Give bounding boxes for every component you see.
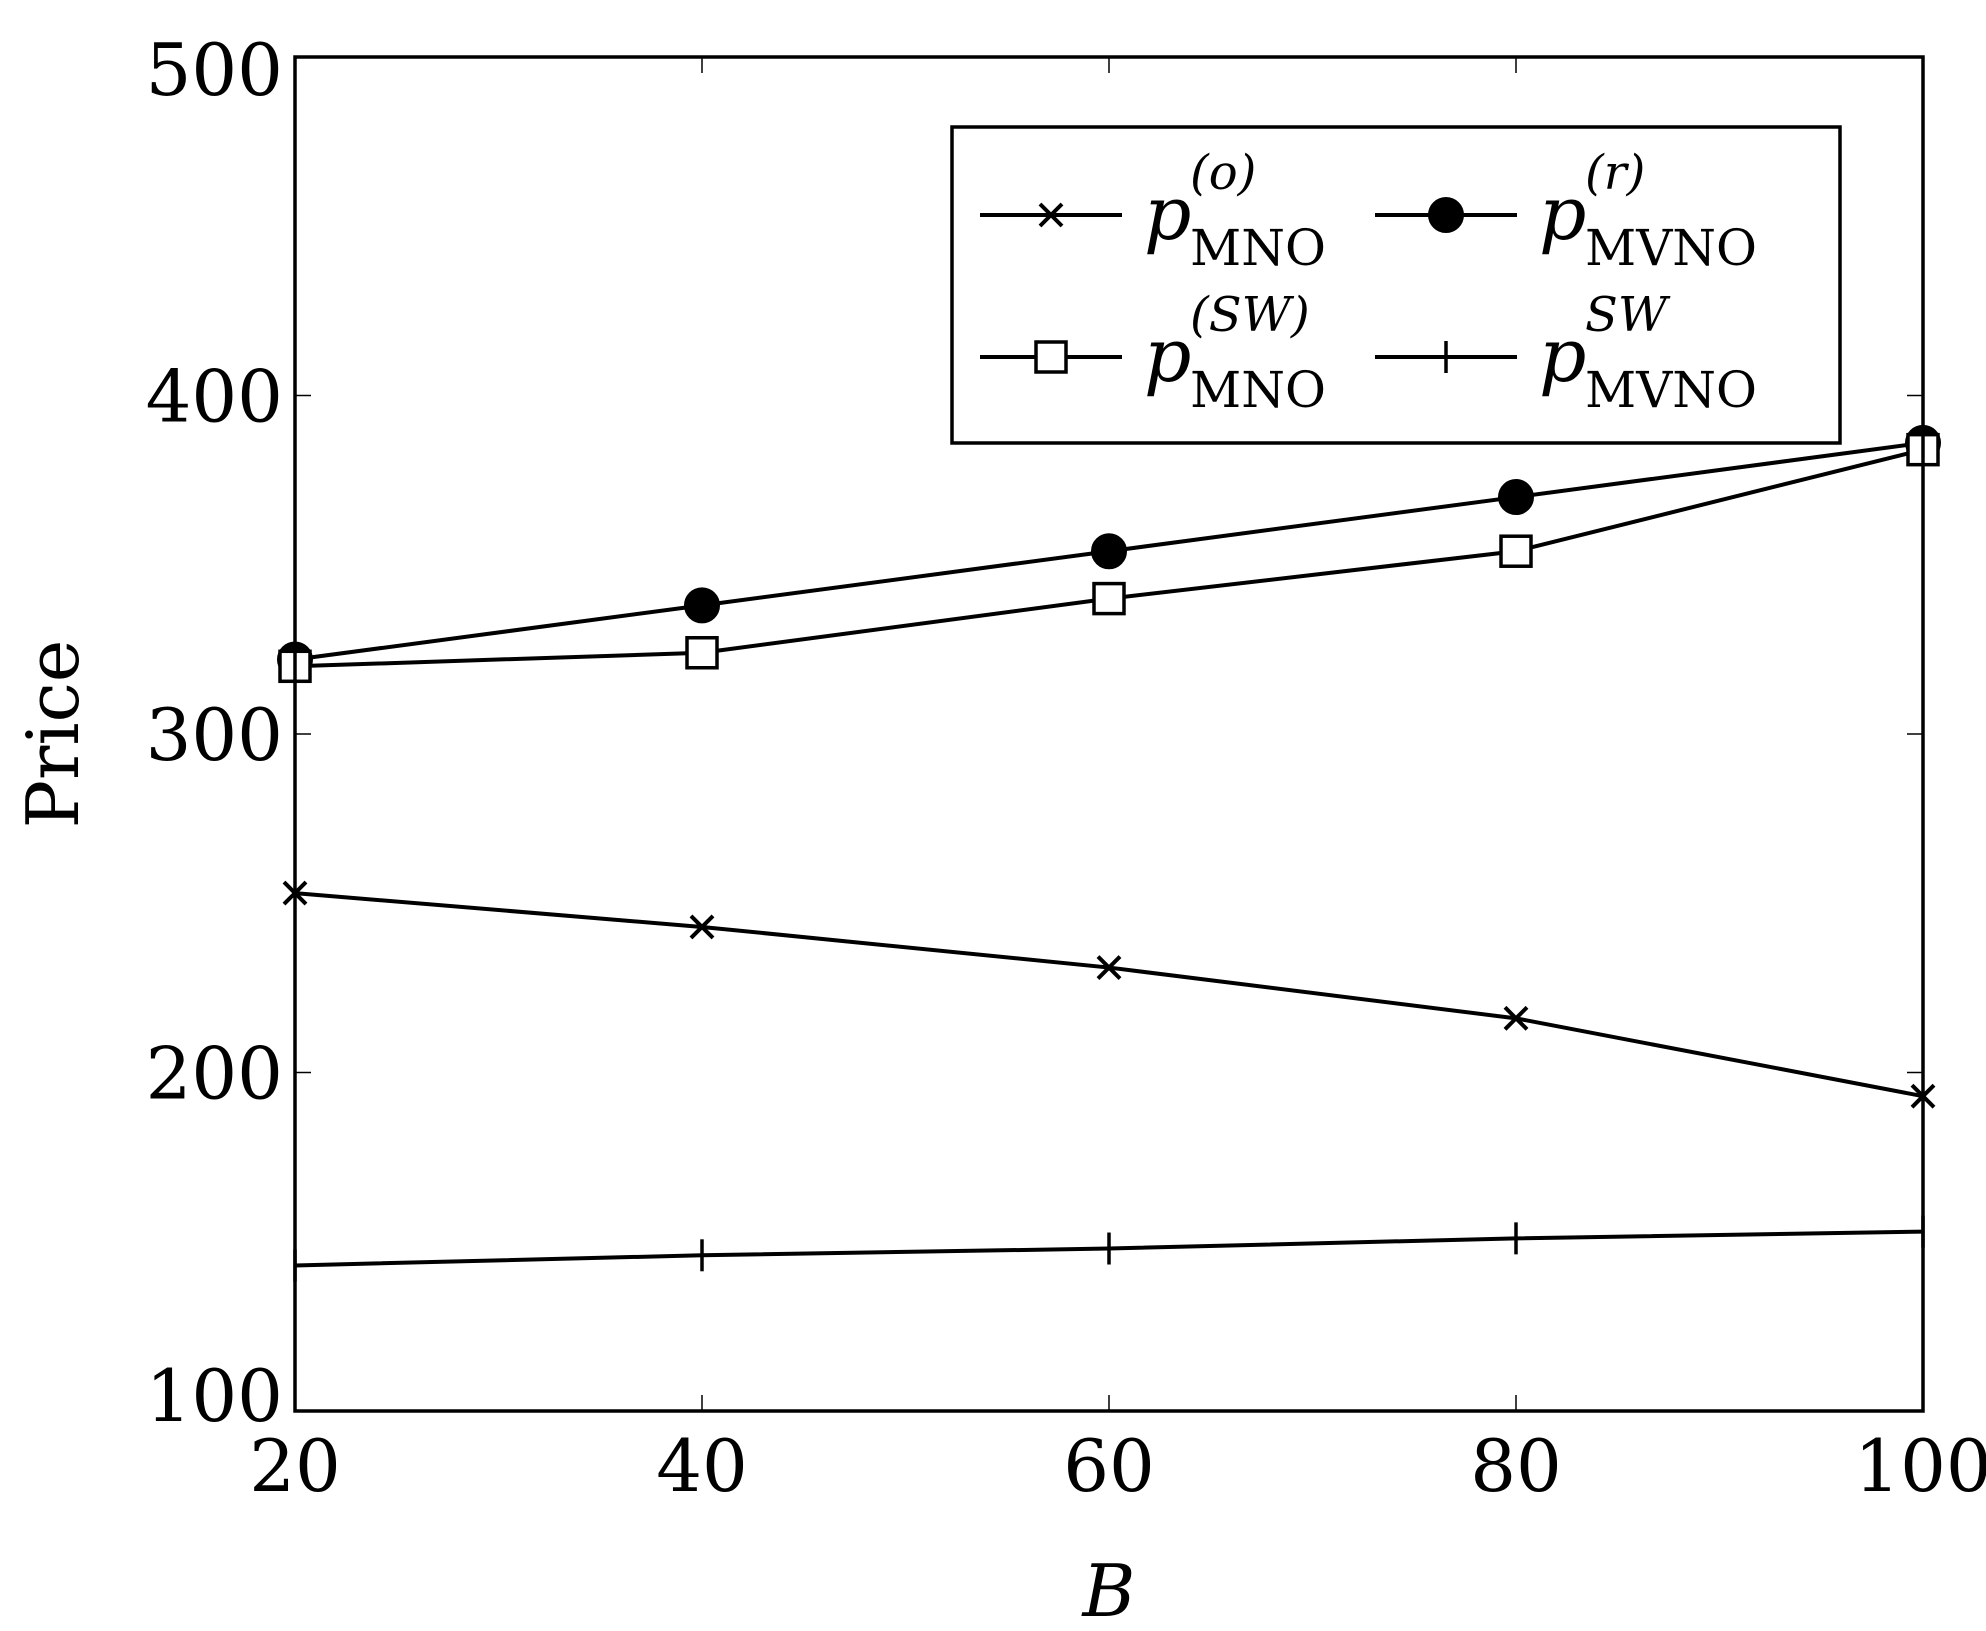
x-tick-label: 40: [656, 1424, 748, 1508]
legend-label-subscript: MNO: [1190, 219, 1326, 277]
legend-label-subscript: MVNO: [1585, 219, 1757, 277]
legend-label-superscript: (SW): [1190, 287, 1310, 343]
y-tick-label: 500: [146, 28, 283, 112]
legend-label-superscript: SW: [1585, 287, 1671, 343]
data-point-p_mno_sw: [685, 636, 719, 670]
axis-tick-labels: 20 40 60 80 100 100 200 300 400 500: [146, 28, 1986, 1508]
legend-box: [950, 125, 1842, 445]
legend-marker-p_mno_o: [1038, 202, 1064, 228]
x-tick-label: 100: [1854, 1424, 1986, 1508]
data-point-p_mno_o: [1096, 955, 1122, 980]
y-tick-label: 100: [146, 1354, 283, 1438]
x-tick-label: 20: [249, 1424, 341, 1508]
series-p_mno_sw: [278, 432, 1940, 684]
legend-label-subscript: MNO: [1190, 361, 1326, 419]
legend-label-subscript: MVNO: [1585, 361, 1757, 419]
legend-label-main: p: [1144, 171, 1191, 257]
data-point-p_mvno_r: [684, 587, 720, 624]
legend-label-main: p: [1144, 313, 1191, 399]
legend-item-p_mno_sw: p(SW) MNO: [980, 287, 1326, 419]
series-group: [277, 424, 1941, 1282]
data-point-p_mno_o: [1503, 1005, 1529, 1031]
x-axis-title: B: [1081, 1549, 1136, 1631]
y-tick-label: 200: [146, 1032, 283, 1116]
legend-label-superscript: (r): [1585, 145, 1645, 201]
y-tick-label: 400: [146, 355, 283, 439]
x-tick-label: 80: [1470, 1424, 1562, 1508]
legend-item-p_mvno_r: p(r) MVNO: [1375, 145, 1757, 277]
data-point-p_mvno_r: [1498, 479, 1534, 516]
data-point-p_mno_sw: [1092, 581, 1126, 616]
y-tick-label: 300: [146, 693, 283, 777]
legend-item-p_mvno_sw: pSW MVNO: [1375, 287, 1757, 419]
data-point-p_mvno_r: [1091, 533, 1127, 570]
legend-label-main: p: [1539, 313, 1586, 399]
data-point-p_mno_sw: [1499, 534, 1533, 568]
plot-area-frame: [293, 55, 1925, 1413]
legend-marker-p_mvno_r: [1428, 197, 1464, 233]
legend-label-main: p: [1539, 171, 1586, 257]
x-tick-label: 60: [1063, 1424, 1155, 1508]
data-point-p_mno_o: [689, 914, 715, 940]
legend-label-superscript: (o): [1190, 145, 1256, 201]
legend-item-p_mno_o: p(o) MNO: [980, 145, 1326, 277]
y-axis-title: Price: [11, 640, 95, 829]
legend-marker-p_mno_sw: [1034, 340, 1068, 374]
